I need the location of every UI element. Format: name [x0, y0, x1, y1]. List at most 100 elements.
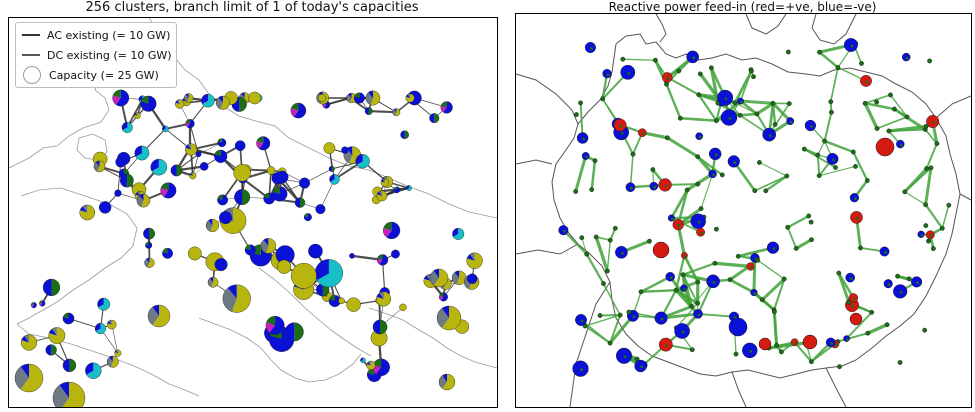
transmission-line	[669, 275, 693, 308]
bus-node	[676, 68, 682, 74]
cluster-node	[189, 172, 197, 180]
cluster-node	[233, 164, 251, 182]
bus-node	[874, 99, 879, 105]
transmission-line	[903, 167, 928, 193]
bus-node	[665, 272, 675, 282]
bus-node	[756, 160, 762, 165]
transmission-line	[925, 143, 938, 169]
bus-node	[886, 128, 892, 134]
bus-node	[689, 304, 695, 309]
legend-capacity: Capacity (= 25 GW)	[22, 66, 159, 84]
bus-node	[650, 167, 656, 173]
bus-node-core	[580, 319, 584, 323]
bus-node	[620, 64, 636, 80]
bus-node-core	[851, 304, 855, 308]
bus-node	[664, 135, 670, 141]
bus-node	[695, 154, 701, 160]
bus-node	[911, 276, 923, 288]
germany-reactive-power-map[interactable]	[515, 13, 972, 408]
bus-node	[763, 188, 769, 194]
bus-node	[584, 42, 596, 54]
cluster-node	[79, 204, 96, 221]
transmission-line	[773, 278, 786, 311]
bus-node	[843, 335, 850, 342]
bus-node-core	[772, 247, 776, 251]
transmission-line	[771, 102, 792, 123]
bus-node	[634, 359, 647, 373]
cluster-node	[399, 303, 407, 312]
bus-node	[696, 227, 706, 237]
cluster-node	[214, 258, 228, 272]
cluster-node	[234, 140, 246, 151]
cluster-node	[114, 189, 122, 197]
bus-node	[926, 238, 931, 244]
bus-node	[620, 56, 626, 62]
bus-node	[750, 288, 758, 297]
bus-node	[928, 165, 934, 171]
bus-node	[662, 72, 673, 83]
transmission-line	[739, 100, 758, 115]
bus-node	[884, 322, 890, 328]
transmission-line	[682, 262, 716, 276]
cluster-node-large	[147, 304, 171, 328]
bus-node	[600, 96, 606, 102]
cluster-node	[382, 221, 401, 240]
cluster-node	[360, 357, 366, 363]
legend-dc-label: DC existing (= 10 GW)	[47, 48, 172, 62]
transmission-line	[686, 172, 714, 192]
dc-line-swatch	[22, 54, 40, 56]
bus-node	[816, 173, 822, 179]
bus-node	[673, 287, 679, 293]
cluster-node	[380, 178, 389, 187]
legend-ac-label: AC existing (= 10 GW)	[47, 28, 171, 42]
bus-node	[845, 272, 856, 283]
bus-node	[781, 276, 787, 282]
cluster-node	[93, 160, 106, 173]
bus-node	[786, 117, 795, 126]
bus-node	[862, 100, 868, 106]
cluster-node	[405, 93, 415, 103]
bus-node	[575, 314, 587, 326]
bus-node	[826, 152, 839, 165]
transmission-line	[590, 160, 597, 190]
bus-node-core	[899, 291, 903, 294]
cluster-node	[392, 108, 401, 117]
bus-node	[558, 225, 569, 236]
bus-node-core	[789, 120, 793, 124]
europe-network-map[interactable]: AC existing (= 10 GW) DC existing (= 10 …	[8, 17, 498, 408]
bus-node	[808, 359, 814, 365]
transmission-line	[609, 314, 622, 344]
bus-node-core	[846, 338, 849, 341]
bus-node	[698, 206, 704, 212]
bus-node-core	[865, 80, 869, 84]
transmission-line	[680, 116, 717, 123]
transmission-line	[837, 272, 855, 299]
bus-node	[732, 100, 738, 106]
cluster-node	[114, 349, 122, 357]
bus-node	[612, 225, 618, 231]
bus-node	[755, 257, 761, 263]
bus-node	[658, 178, 672, 192]
transmission-line	[697, 94, 718, 122]
bus-node-core	[664, 184, 668, 188]
transmission-line	[761, 298, 775, 311]
bus-node-core	[632, 315, 636, 319]
transmission-lines	[28, 96, 476, 376]
transmission-line	[864, 94, 891, 105]
transmission-line	[622, 58, 656, 61]
transmission-line	[606, 240, 611, 272]
cluster-node-large	[436, 305, 462, 331]
bus-node	[727, 155, 740, 168]
cluster-node	[256, 136, 271, 151]
bus-node	[843, 38, 858, 52]
bus-node	[695, 279, 701, 285]
transmission-line	[562, 229, 588, 255]
bus-node-core	[563, 229, 566, 233]
bus-node-core	[830, 342, 834, 345]
cluster-node	[299, 177, 311, 189]
bus-node-core	[623, 355, 627, 359]
bus-node	[801, 146, 807, 152]
cluster-node	[353, 92, 365, 104]
cluster-node	[452, 227, 465, 240]
bus-node	[946, 202, 952, 208]
